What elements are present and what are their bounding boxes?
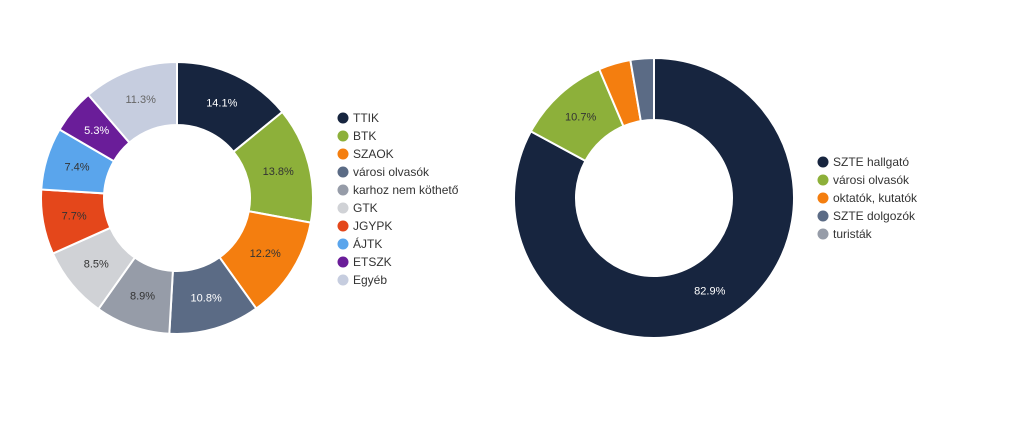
user-type-slice-szte-hallgato[interactable] — [513, 56, 795, 339]
user-type-legend-label-oktatok-kutatok: oktatók, kutatók — [833, 191, 918, 205]
user-type-legend-item-szte-dolgozok[interactable]: SZTE dolgozók — [817, 209, 917, 223]
user-type-legend-swatch-varosi-olvasok — [817, 174, 829, 186]
faculty-legend-item-jgypk[interactable]: JGYPK — [337, 219, 393, 233]
faculty-donut-labels: 14.1% 13.8% 12.2% 10.8% 8.9% 8.5% 7.7% 7.4% 5.3%… — [62, 94, 294, 304]
faculty-legend-item-gtk[interactable]: GTK — [337, 201, 378, 215]
user-type-legend-item-szte-hallgato[interactable]: SZTE hallgató — [817, 155, 910, 169]
faculty-legend-swatch-jgypk — [337, 220, 349, 232]
user-type-legend-swatch-oktatok-kutatok — [817, 192, 829, 204]
faculty-data-label-szaok: 12.2% — [250, 248, 281, 260]
faculty-legend-item-btk[interactable]: BTK — [337, 129, 377, 143]
faculty-slice-egyeb[interactable] — [86, 60, 178, 145]
faculty-data-label-varosi-olvasok: 10.8% — [191, 292, 222, 304]
faculty-legend-swatch-ttik — [337, 112, 349, 124]
user-type-legend-label-turistak: turisták — [833, 227, 873, 241]
faculty-legend-item-ttik[interactable]: TTIK — [337, 111, 380, 125]
user-type-legend-swatch-szte-hallgato — [817, 156, 829, 168]
user-type-data-label-varosi-olvasok: 10.7% — [565, 111, 596, 123]
user-type-donut-chart: 82.9% 10.7% SZTE hallgató városi olvasók ok… — [513, 56, 919, 339]
faculty-legend-label-varosi-olvasok: városi olvasók — [353, 165, 430, 179]
faculty-legend-label-karhoz-nem-kotheto: karhoz nem köthető — [353, 183, 459, 197]
faculty-data-label-etszk: 5.3% — [84, 125, 109, 137]
faculty-legend-label-szaok: SZAOK — [353, 147, 394, 161]
faculty-legend-swatch-karhoz-nem-kotheto — [337, 184, 349, 196]
faculty-legend-swatch-szaok — [337, 148, 349, 160]
faculty-data-label-gtk: 8.5% — [84, 258, 109, 270]
user-type-data-label-szte-hallgato: 82.9% — [694, 286, 725, 298]
user-type-legend-item-oktatok-kutatok[interactable]: oktatók, kutatók — [817, 191, 919, 205]
faculty-legend-item-varosi-olvasok[interactable]: városi olvasók — [337, 165, 431, 179]
faculty-legend-swatch-gtk — [337, 202, 349, 214]
user-type-legend-swatch-turistak — [817, 228, 829, 240]
faculty-legend-swatch-egyeb — [337, 274, 349, 286]
faculty-legend-label-ttik: TTIK — [353, 111, 379, 125]
faculty-legend-label-ajtk: ÁJTK — [353, 236, 382, 251]
user-type-legend-label-szte-dolgozok: SZTE dolgozók — [833, 209, 916, 223]
faculty-legend-swatch-ajtk — [337, 238, 349, 250]
user-type-legend-label-varosi-olvasok: városi olvasók — [833, 173, 910, 187]
user-type-legend-item-turistak[interactable]: turisták — [817, 227, 873, 241]
faculty-data-label-jgypk: 7.7% — [62, 211, 87, 223]
user-type-legend-swatch-szte-dolgozok — [817, 210, 829, 222]
faculty-legend-label-jgypk: JGYPK — [353, 219, 392, 233]
faculty-data-label-egyeb: 11.3% — [125, 94, 156, 106]
faculty-data-label-btk: 13.8% — [263, 166, 294, 178]
faculty-legend-item-etszk[interactable]: ETSZK — [337, 255, 392, 269]
user-type-donut-labels: 82.9% 10.7% — [565, 111, 726, 297]
faculty-legend-swatch-varosi-olvasok — [337, 166, 349, 178]
faculty-legend: TTIK BTK SZAOK városi olvasók karhoz nem köt… — [337, 111, 459, 287]
faculty-legend-label-egyeb: Egyéb — [353, 273, 387, 287]
user-type-legend: SZTE hallgató városi olvasók oktatók, kuta… — [817, 155, 919, 241]
faculty-legend-item-ajtk[interactable]: ÁJTK — [337, 236, 383, 251]
faculty-legend-label-etszk: ETSZK — [353, 255, 392, 269]
faculty-donut-chart: 14.1% 13.8% 12.2% 10.8% 8.9% 8.5% 7.7% 7.4% 5.3%… — [40, 60, 459, 335]
user-type-legend-item-varosi-olvasok[interactable]: városi olvasók — [817, 173, 911, 187]
faculty-legend-label-gtk: GTK — [353, 201, 378, 215]
faculty-legend-item-egyeb[interactable]: Egyéb — [337, 273, 388, 287]
faculty-data-label-ajtk: 7.4% — [64, 162, 89, 174]
faculty-data-label-ttik: 14.1% — [206, 98, 237, 110]
faculty-legend-swatch-etszk — [337, 256, 349, 268]
faculty-legend-swatch-btk — [337, 130, 349, 142]
faculty-donut-slices — [40, 60, 314, 335]
faculty-data-label-karhoz-nem-kotheto: 8.9% — [130, 291, 155, 303]
user-type-donut-slices — [513, 56, 795, 339]
user-type-legend-label-szte-hallgato: SZTE hallgató — [833, 155, 909, 169]
user-type-slice-szte-dolgozok[interactable] — [629, 56, 655, 123]
faculty-legend-item-karhoz-nem-kotheto[interactable]: karhoz nem köthető — [337, 183, 459, 197]
faculty-legend-item-szaok[interactable]: SZAOK — [337, 147, 394, 161]
faculty-legend-label-btk: BTK — [353, 129, 376, 143]
